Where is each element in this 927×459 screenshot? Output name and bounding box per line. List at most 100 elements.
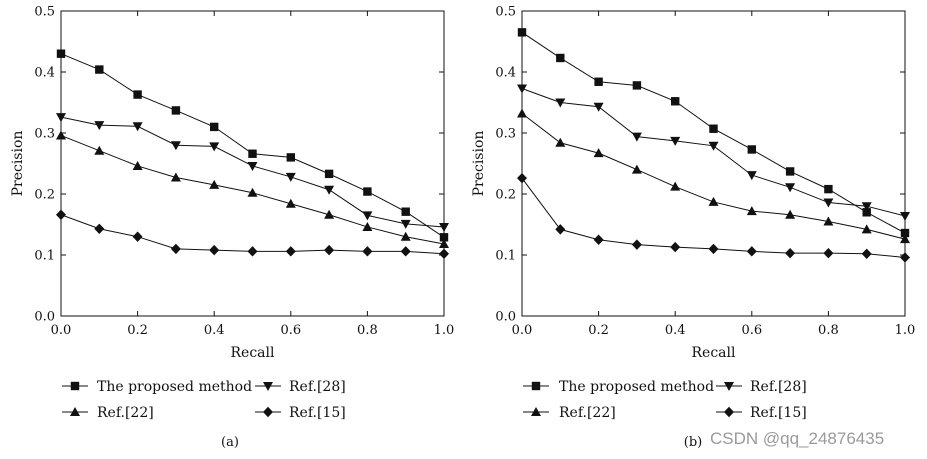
data-point	[900, 211, 910, 221]
data-point	[631, 239, 642, 250]
data-point	[171, 106, 181, 115]
data-point	[400, 219, 411, 229]
legend-label: Ref.[15]	[750, 405, 807, 421]
data-point	[209, 142, 220, 152]
chart-panel-b: 0.0 0.2 0.4 0.6 0.8 1.0 0.0 0.1 0.2 0.3 0.4 0.5 Reca…	[471, 5, 915, 451]
data-point	[823, 247, 834, 259]
y-tick-label: 0.1	[34, 249, 55, 264]
data-point	[900, 228, 910, 238]
data-point	[439, 239, 449, 249]
data-point	[555, 137, 566, 147]
legend-entry: Ref.[15]	[716, 405, 807, 421]
data-point	[670, 241, 681, 253]
panel-label: (b)	[684, 435, 702, 450]
data-point	[517, 28, 527, 37]
data-point	[708, 141, 719, 151]
legend-label: Ref.[28]	[750, 379, 807, 395]
data-point	[861, 224, 872, 234]
data-point	[285, 172, 296, 182]
data-point	[785, 247, 796, 259]
x-tick-label: 0.8	[818, 323, 839, 338]
data-point	[56, 130, 66, 140]
data-point	[671, 97, 680, 106]
data-point	[823, 216, 834, 226]
data-point	[95, 65, 104, 74]
data-point	[94, 223, 105, 234]
data-point	[286, 153, 295, 162]
series-line	[60, 53, 445, 238]
data-point	[285, 198, 296, 208]
panel-label: (a)	[221, 435, 239, 450]
legend-label: The proposed method	[97, 379, 252, 395]
data-point	[785, 209, 796, 219]
data-point	[439, 222, 449, 232]
data-point	[324, 169, 334, 179]
x-tick-label: 0.8	[357, 323, 378, 338]
series-ref-28	[517, 84, 910, 221]
data-point	[747, 145, 756, 154]
data-point	[594, 77, 603, 86]
legend-entry: Ref.[28]	[255, 379, 346, 395]
y-tick-label: 0.4	[34, 66, 55, 81]
data-point	[900, 252, 910, 263]
series-the-proposed-method	[56, 49, 449, 242]
data-point	[785, 167, 795, 176]
data-point	[862, 208, 871, 217]
data-point	[555, 98, 566, 108]
plot-frame	[521, 10, 906, 317]
series-ref-28	[56, 113, 449, 232]
data-point	[823, 198, 834, 208]
data-point	[247, 187, 258, 197]
watermark-text: CSDN @qq_24876435	[710, 429, 885, 448]
data-point	[708, 196, 719, 206]
data-point	[824, 184, 833, 194]
data-point	[363, 187, 372, 196]
legend-marker	[70, 381, 80, 391]
data-point	[170, 243, 181, 255]
legend-label: Ref.[15]	[289, 405, 346, 421]
y-tick-label: 0.0	[34, 310, 55, 325]
data-point	[56, 49, 66, 58]
data-point	[400, 246, 411, 257]
series-line	[60, 116, 445, 228]
data-point	[900, 234, 910, 244]
series-line	[521, 88, 906, 217]
legend-label: Ref.[22]	[97, 405, 154, 421]
legend-marker	[724, 382, 734, 391]
data-point	[708, 243, 719, 255]
data-point	[632, 81, 642, 90]
x-tick-label: 1.0	[434, 323, 455, 338]
y-axis-label: Precision	[10, 131, 26, 197]
data-point	[439, 233, 449, 242]
data-point	[555, 224, 566, 235]
series-ref-15	[517, 172, 910, 263]
x-tick-label: 0.2	[127, 323, 148, 338]
data-point	[56, 209, 66, 220]
y-tick-label: 0.1	[495, 249, 516, 264]
data-point	[94, 145, 105, 155]
data-point	[285, 246, 296, 257]
data-point	[517, 172, 527, 184]
series-the-proposed-method	[517, 28, 910, 238]
data-point	[709, 124, 718, 133]
data-point	[861, 248, 872, 259]
data-point	[247, 246, 258, 257]
data-point	[247, 161, 258, 171]
legend-label: The proposed method	[559, 379, 714, 395]
legend-entry: Ref.[22]	[62, 405, 154, 421]
legend-entry: The proposed method	[62, 379, 252, 395]
data-point	[670, 181, 681, 191]
series-ref-22	[56, 130, 449, 249]
y-tick-label: 0.4	[495, 66, 516, 81]
y-tick-label: 0.3	[34, 127, 55, 142]
x-axis-label: Recall	[231, 345, 275, 361]
data-point	[593, 102, 604, 112]
data-point	[324, 244, 335, 256]
data-point	[517, 108, 527, 118]
data-point	[56, 113, 66, 123]
chart-panel-a: 0.0 0.2 0.4 0.6 0.8 1.0 0.0 0.1 0.2 0.3 0.4 0.5 Reca…	[10, 5, 454, 451]
y-tick-label: 0.0	[495, 310, 516, 325]
data-point	[210, 122, 219, 132]
legend-marker	[531, 381, 541, 391]
data-point	[746, 206, 757, 216]
